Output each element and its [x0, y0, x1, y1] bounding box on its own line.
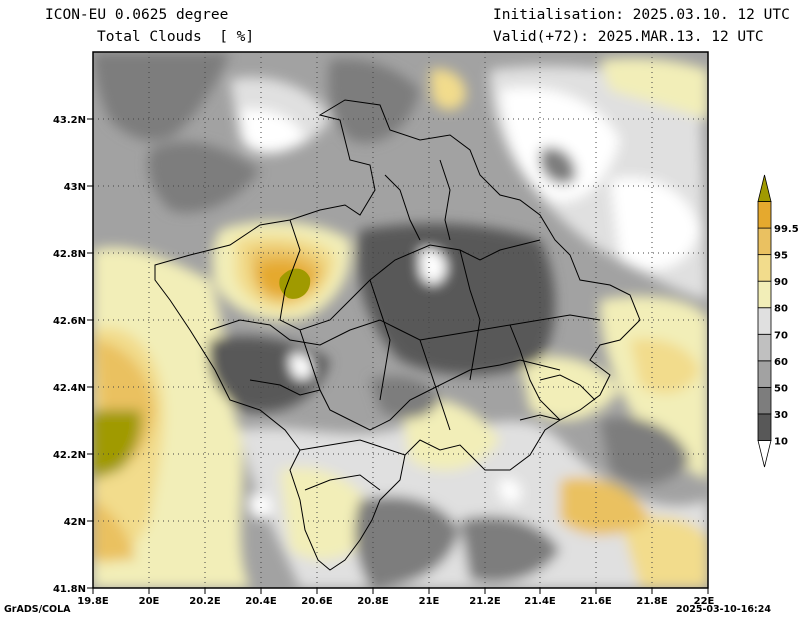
colorbar-segment	[757, 280, 772, 309]
colorbar-segment	[757, 360, 772, 388]
colorbar-label: 99.5	[774, 224, 799, 235]
lat-label: 42N	[64, 517, 86, 528]
country-borders	[154, 99, 641, 571]
cloud-field	[93, 52, 708, 588]
colorbar-label: 90	[774, 277, 788, 288]
colorbar-label: 30	[774, 410, 788, 421]
variable-title: Total Clouds [ %]	[97, 29, 255, 45]
colorbar-label: 70	[774, 330, 788, 341]
lat-label: 42.2N	[53, 450, 86, 461]
colorbar-segment	[757, 201, 772, 229]
colorbar-segment	[757, 333, 772, 362]
lat-label: 43N	[64, 182, 86, 193]
model-title: ICON-EU 0.0625 degree	[45, 7, 229, 23]
colorbar-segment	[757, 174, 772, 202]
lon-label: 20.4E	[245, 596, 277, 607]
lon-label: 20E	[139, 596, 160, 607]
lon-label: 20.2E	[189, 596, 221, 607]
init-time: Initialisation: 2025.03.10. 12 UTC	[493, 7, 790, 23]
colorbar-segment	[757, 386, 772, 415]
lat-label: 42.4N	[53, 383, 86, 394]
colorbar-segment	[757, 307, 772, 335]
colorbar-label: 50	[774, 383, 788, 394]
colorbar-segment	[757, 227, 772, 256]
colorbar	[757, 174, 772, 468]
lon-axis	[92, 588, 709, 594]
lon-label: 21.4E	[524, 596, 556, 607]
lon-label: 20.8E	[357, 596, 389, 607]
lon-label: 19.8E	[77, 596, 109, 607]
lon-label: 22E	[694, 596, 715, 607]
colorbar-label: 95	[774, 251, 788, 262]
colorbar-segment	[757, 413, 772, 441]
colorbar-label: 60	[774, 357, 788, 368]
lon-label: 20.6E	[301, 596, 333, 607]
colorbar-segment	[757, 440, 772, 468]
lat-axis	[87, 118, 93, 589]
footer-timestamp: 2025-03-10-16:24	[676, 604, 771, 615]
lon-label: 21.2E	[469, 596, 501, 607]
colorbar-segment	[757, 254, 772, 282]
footer-software: GrADS/COLA	[4, 604, 71, 615]
colorbar-label: 10	[774, 436, 788, 447]
lon-label: 21E	[419, 596, 440, 607]
lon-label: 21.8E	[636, 596, 668, 607]
lat-label: 41.8N	[53, 584, 86, 595]
lat-label: 42.8N	[53, 249, 86, 260]
lat-label: 43.2N	[53, 115, 86, 126]
lon-label: 21.6E	[580, 596, 612, 607]
colorbar-label: 80	[774, 304, 788, 315]
lat-label: 42.6N	[53, 316, 86, 327]
valid-time: Valid(+72): 2025.MAR.13. 12 UTC	[493, 29, 764, 45]
